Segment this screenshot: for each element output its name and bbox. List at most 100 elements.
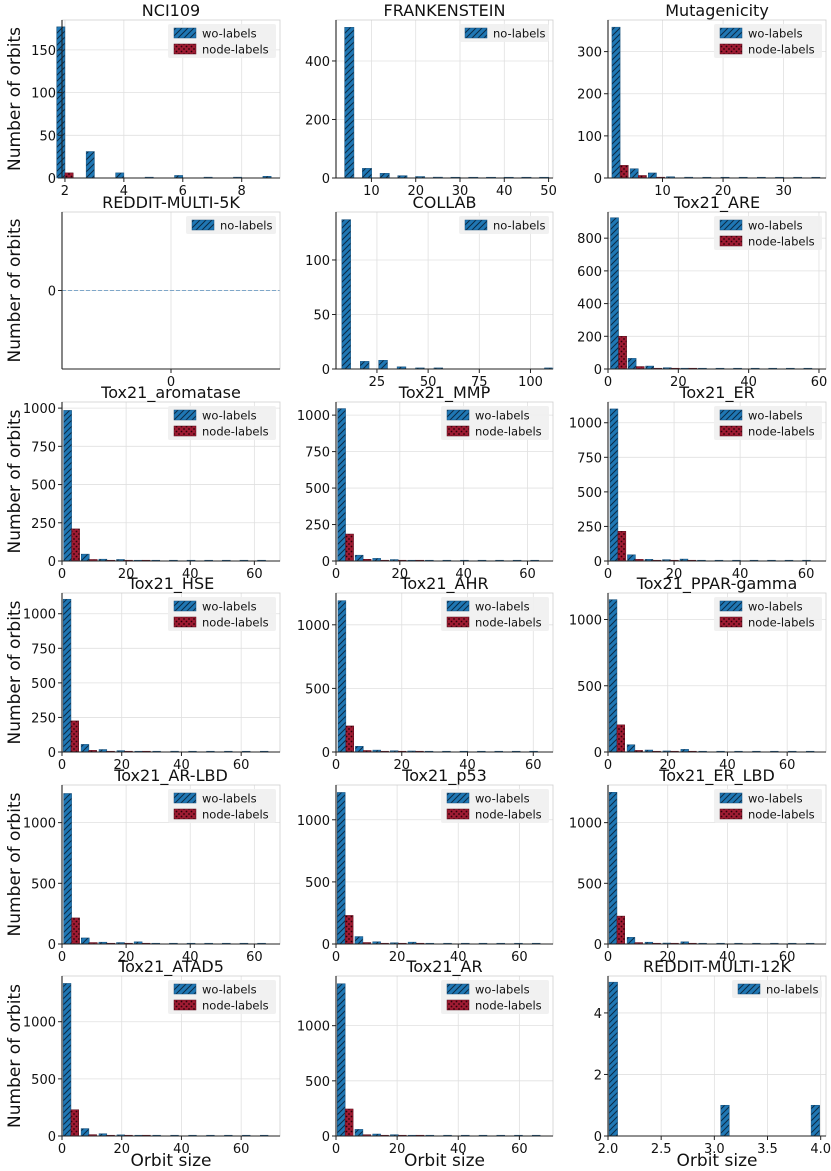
legend-label: node-labels [202, 999, 269, 1013]
legend-label: wo-labels [475, 792, 530, 806]
y-tick-label: 0 [48, 555, 56, 570]
node-labels-bar [345, 533, 354, 562]
x-tick-label: 60 [511, 950, 528, 965]
legend-label: wo-labels [475, 409, 530, 423]
legend-label: node-labels [748, 808, 815, 822]
x-tick-label: 30 [775, 184, 792, 199]
chart-panel-8: 0 20 40 60 0 250 500 750 1000 Tox21_ER wo-labels no… [569, 383, 827, 582]
legend-label: node-labels [748, 235, 815, 249]
x-tick-label: 60 [233, 1142, 250, 1157]
wo-labels-bar [337, 600, 347, 753]
chart-panel-11: 0 20 40 60 0 500 1000 Tox21_PPAR-gamma wo-labels… [569, 574, 827, 773]
wo-labels-bar [336, 983, 346, 1137]
node-labels-bar [616, 915, 625, 945]
y-tick-label: 150 [31, 44, 56, 59]
legend-label: wo-labels [748, 792, 803, 806]
wo-labels-bar [608, 599, 618, 753]
wo-labels-bar [627, 358, 637, 370]
x-tick-label: 0 [58, 758, 66, 773]
legend-label: node-labels [475, 425, 542, 439]
legend-swatch [719, 27, 743, 39]
x-tick-label: 100 [518, 375, 543, 390]
x-tick-label: 60 [798, 567, 815, 582]
legend-swatch [173, 792, 197, 804]
chart-title: Tox21_ATAD5 [117, 957, 224, 977]
legend: wo-labels node-labels [441, 406, 549, 440]
x-tick-label: 40 [450, 1142, 467, 1157]
chart-title: Tox21_HSE [127, 574, 214, 594]
x-tick-label: 2 [61, 184, 69, 199]
legend-swatch [173, 983, 197, 995]
x-tick-label: 30 [452, 184, 469, 199]
legend-label: wo-labels [202, 409, 257, 423]
legend: no-labels [459, 24, 549, 42]
legend-label: node-labels [202, 808, 269, 822]
legend-label: no-labels [220, 219, 273, 233]
x-tick-label: 75 [471, 375, 488, 390]
legend-label: node-labels [202, 43, 269, 57]
y-tick-label: 0 [322, 746, 330, 761]
legend-label: node-labels [748, 616, 815, 630]
legend-label: wo-labels [748, 409, 803, 423]
wo-labels-bar [629, 168, 639, 179]
wo-labels-bar [810, 1104, 820, 1137]
y-tick-label: 250 [31, 711, 56, 726]
wo-labels-bar [115, 172, 125, 179]
legend-swatch [446, 425, 470, 437]
chart-title: Tox21_ARE [673, 193, 760, 213]
chart-panel-14: 0 20 40 60 0 500 1000 Tox21_ER_LBD wo-labels node… [569, 766, 827, 965]
y-tick-label: 750 [305, 446, 330, 461]
y-tick-label: 0 [322, 1130, 330, 1145]
legend: wo-labels node-labels [168, 406, 276, 440]
wo-labels-bar [63, 410, 72, 562]
x-tick-label: 60 [779, 758, 796, 773]
legend-swatch [719, 808, 743, 820]
wo-labels-bar [608, 981, 618, 1137]
x-tick-label: 20 [389, 950, 406, 965]
chart-title: COLLAB [413, 193, 477, 212]
legend-swatch [173, 616, 197, 628]
x-tick-label: 40 [740, 375, 757, 390]
y-tick-label: 0 [322, 363, 330, 378]
chart-title: Tox21_AR-LBD [113, 766, 228, 786]
legend-swatch [446, 808, 470, 820]
chart-panel-3: 0 0 REDDIT-MULTI-5K no-labels Number of orbi… [5, 193, 281, 390]
wo-labels-bar [627, 554, 636, 562]
y-tick-label: 600 [577, 265, 602, 280]
y-tick-label: 250 [31, 517, 56, 532]
node-labels-bar [70, 1109, 79, 1137]
x-tick-label: 20 [113, 1142, 130, 1157]
wo-labels-bar [626, 744, 636, 753]
node-labels-bar [616, 724, 625, 753]
wo-labels-bar [62, 983, 72, 1137]
chart-panel-10: 0 20 40 60 0 500 1000 Tox21_AHR wo-labels node-la… [297, 574, 554, 773]
wo-labels-bar [362, 168, 372, 179]
legend-label: node-labels [748, 43, 815, 57]
x-tick-label: 50 [420, 375, 437, 390]
legend: no-labels [732, 980, 822, 998]
y-tick-label: 0 [48, 285, 56, 300]
x-tick-label: 60 [246, 950, 263, 965]
y-tick-label: 1000 [297, 619, 330, 634]
legend-swatch [173, 600, 197, 612]
y-tick-label: 400 [577, 298, 602, 313]
y-tick-label: 0 [322, 555, 330, 570]
x-tick-label: 60 [519, 567, 536, 582]
x-tick-label: 60 [779, 950, 796, 965]
x-tick-label: 3.0 [704, 1142, 725, 1157]
x-tick-label: 20 [393, 758, 410, 773]
x-tick-label: 0 [604, 758, 612, 773]
x-tick-label: 4.0 [810, 1142, 831, 1157]
chart-panel-1: 10 20 30 40 50 0 200 400 FRANKENSTEIN no-labels [305, 1, 557, 199]
legend: wo-labels node-labels [714, 789, 822, 823]
x-tick-label: 20 [392, 567, 409, 582]
legend-swatch [173, 43, 197, 55]
y-tick-label: 750 [31, 440, 56, 455]
y-axis-label: Number of orbits [5, 792, 25, 936]
chart-title: REDDIT-MULTI-5K [102, 193, 240, 212]
y-tick-label: 200 [305, 113, 330, 128]
x-tick-label: 0 [58, 1142, 66, 1157]
legend-swatch [464, 219, 488, 231]
y-tick-label: 100 [577, 130, 602, 145]
wo-labels-bar [337, 408, 346, 562]
